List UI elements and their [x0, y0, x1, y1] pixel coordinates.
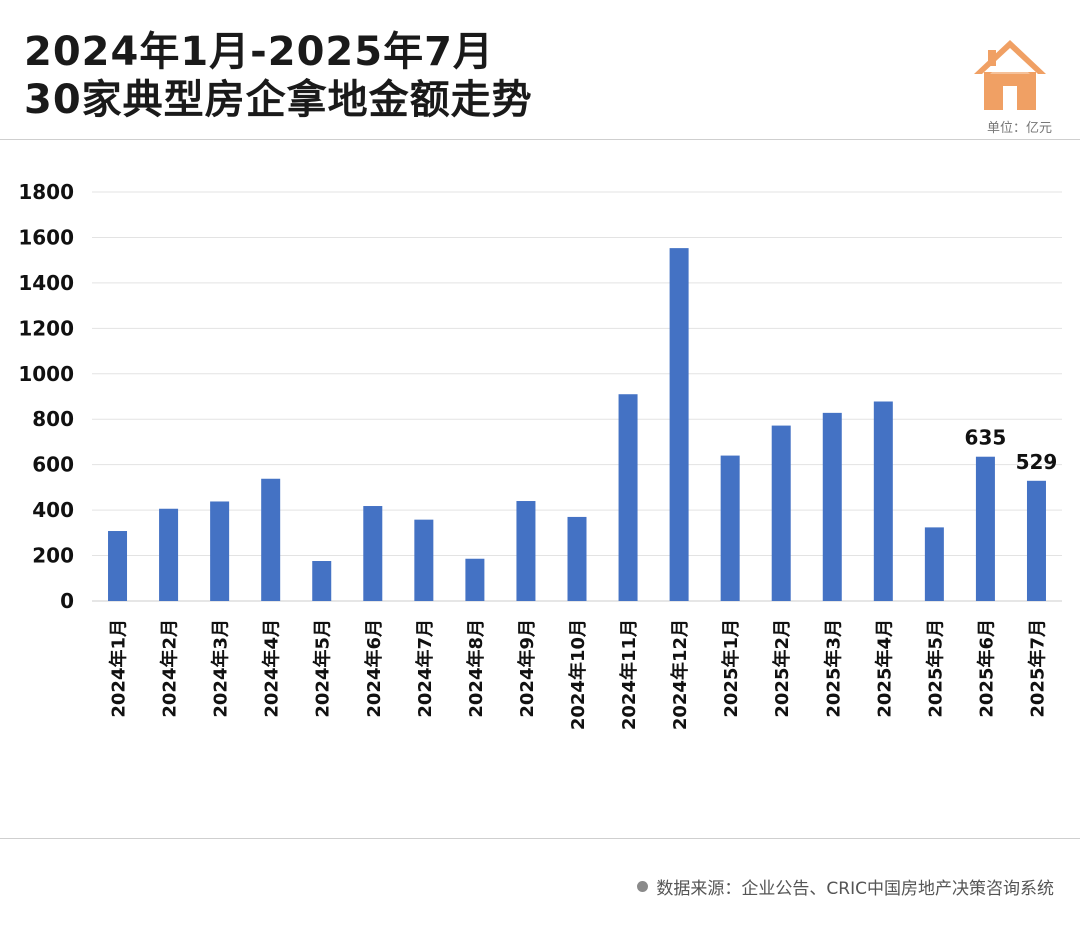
bar — [669, 248, 689, 601]
bar — [924, 527, 944, 601]
bar — [363, 506, 383, 601]
x-tick-label: 2024年12月 — [669, 619, 691, 730]
data-label: 635 — [965, 426, 1007, 450]
bar — [465, 558, 485, 601]
x-tick-label: 2024年6月 — [363, 619, 385, 718]
top-divider — [0, 139, 1080, 140]
house-icon — [974, 40, 1046, 110]
y-tick-label: 800 — [32, 407, 74, 431]
unit-label: 单位：亿元 — [986, 121, 1052, 136]
bar — [975, 456, 995, 601]
bar — [567, 516, 587, 601]
bar — [720, 455, 740, 601]
source-note: 数据来源：企业公告、CRIC中国房地产决策咨询系统 — [637, 874, 1054, 899]
bar — [108, 531, 128, 601]
bars — [108, 248, 1046, 601]
y-tick-label: 1400 — [18, 271, 74, 295]
bar — [873, 401, 893, 601]
x-tick-label: 2024年11月 — [618, 619, 640, 730]
title-line-2: 30家典型房企拿地金额走势 — [24, 77, 533, 123]
y-axis-ticks: 0 200 400 600 800 1000 1200 1400 1600 1800 — [18, 180, 74, 613]
x-tick-label: 2024年3月 — [210, 619, 232, 718]
x-tick-label: 2024年5月 — [312, 619, 334, 718]
x-tick-label: 2025年1月 — [720, 619, 742, 718]
data-label: 529 — [1016, 450, 1058, 474]
x-tick-label: 2024年2月 — [159, 619, 181, 718]
x-tick-label: 2024年7月 — [414, 619, 436, 718]
bottom-divider — [0, 838, 1080, 839]
y-tick-label: 1200 — [18, 316, 74, 340]
title-line-1: 2024年1月-2025年7月 — [24, 29, 494, 75]
data-labels: 635 529 — [965, 426, 1058, 474]
bar — [210, 501, 230, 601]
source-text: 数据来源：企业公告、CRIC中国房地产决策咨询系统 — [656, 879, 1054, 899]
x-axis-ticks: 2024年1月 2024年2月 2024年3月 2024年4月 2024年5月 2024年… — [108, 619, 1049, 730]
x-tick-label: 2024年9月 — [516, 619, 538, 718]
bar — [159, 508, 179, 601]
y-tick-label: 0 — [60, 589, 74, 613]
x-tick-label: 2025年5月 — [924, 619, 946, 718]
bar — [822, 412, 842, 601]
bullet-icon — [637, 881, 649, 892]
x-tick-label: 2024年4月 — [261, 619, 283, 718]
y-tick-label: 1000 — [18, 362, 74, 386]
bar — [618, 394, 638, 601]
chart-title: 2024年1月-2025年7月 30家典型房企拿地金额走势 — [24, 28, 533, 124]
y-tick-label: 600 — [32, 453, 74, 477]
x-tick-label: 2025年6月 — [975, 619, 997, 718]
bar — [1026, 480, 1046, 601]
x-tick-label: 2025年7月 — [1026, 619, 1048, 718]
x-tick-label: 2024年1月 — [108, 619, 130, 718]
x-tick-label: 2025年4月 — [873, 619, 895, 718]
bar — [261, 478, 281, 601]
x-tick-label: 2025年3月 — [822, 619, 844, 718]
y-tick-label: 200 — [32, 544, 74, 568]
x-tick-label: 2025年2月 — [771, 619, 793, 718]
bar — [414, 519, 434, 601]
x-tick-label: 2024年8月 — [465, 619, 487, 718]
bar — [516, 501, 536, 601]
bar — [312, 561, 332, 601]
bar-chart: 0 200 400 600 800 1000 1200 1400 1600 1800 635 529… — [18, 180, 1062, 730]
bar — [771, 425, 791, 601]
y-tick-label: 400 — [32, 498, 74, 522]
y-tick-label: 1800 — [18, 180, 74, 204]
x-tick-label: 2024年10月 — [567, 619, 589, 730]
y-tick-label: 1600 — [18, 225, 74, 249]
